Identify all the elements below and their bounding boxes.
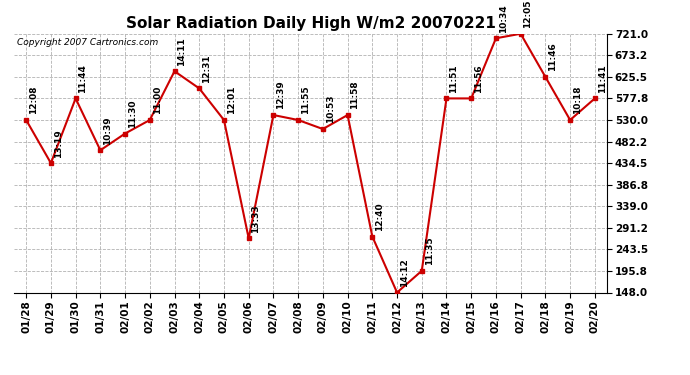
Text: 10:34: 10:34 bbox=[499, 4, 508, 33]
Text: 10:39: 10:39 bbox=[103, 116, 112, 145]
Text: 12:31: 12:31 bbox=[202, 54, 211, 83]
Text: 12:05: 12:05 bbox=[524, 0, 533, 28]
Text: 13:19: 13:19 bbox=[54, 129, 63, 158]
Text: 11:55: 11:55 bbox=[301, 86, 310, 114]
Text: Copyright 2007 Cartronics.com: Copyright 2007 Cartronics.com bbox=[17, 38, 158, 46]
Text: 12:39: 12:39 bbox=[276, 81, 285, 110]
Text: 14:12: 14:12 bbox=[400, 258, 408, 287]
Text: 10:53: 10:53 bbox=[326, 95, 335, 123]
Text: 12:01: 12:01 bbox=[227, 86, 236, 114]
Text: 11:58: 11:58 bbox=[351, 81, 359, 110]
Text: 12:40: 12:40 bbox=[375, 202, 384, 231]
Text: 11:46: 11:46 bbox=[548, 43, 557, 71]
Text: 11:30: 11:30 bbox=[128, 99, 137, 128]
Text: 11:56: 11:56 bbox=[474, 64, 483, 93]
Text: 10:18: 10:18 bbox=[573, 86, 582, 114]
Text: 14:11: 14:11 bbox=[177, 37, 186, 66]
Title: Solar Radiation Daily High W/m2 20070221: Solar Radiation Daily High W/m2 20070221 bbox=[126, 16, 495, 31]
Text: 11:44: 11:44 bbox=[79, 64, 88, 93]
Text: 11:51: 11:51 bbox=[449, 64, 458, 93]
Text: 11:35: 11:35 bbox=[424, 237, 433, 265]
Text: 13:33: 13:33 bbox=[251, 204, 260, 233]
Text: 11:00: 11:00 bbox=[152, 86, 161, 114]
Text: 11:41: 11:41 bbox=[598, 64, 607, 93]
Text: 12:08: 12:08 bbox=[29, 86, 38, 114]
